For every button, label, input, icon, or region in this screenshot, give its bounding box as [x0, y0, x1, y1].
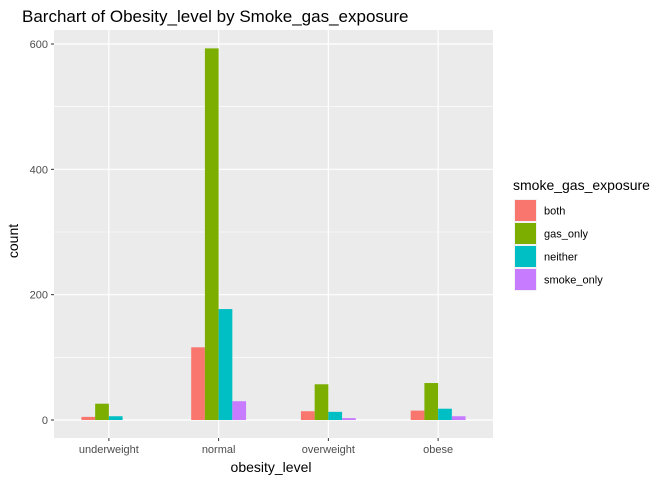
x-tick-label: overweight	[302, 444, 355, 456]
bar-underweight-gas_only	[95, 403, 109, 420]
chart-title: Barchart of Obesity_level by Smoke_gas_e…	[22, 7, 408, 26]
bar-overweight-neither	[328, 411, 343, 420]
legend-swatch-neither	[515, 246, 536, 267]
y-tick-label: 0	[42, 415, 48, 427]
y-tick-label: 400	[30, 164, 48, 176]
legend-label-neither: neither	[544, 252, 578, 264]
x-axis-title: obesity_level	[231, 459, 312, 475]
legend-label-smoke_only: smoke_only	[544, 275, 603, 287]
plot-panel	[54, 30, 493, 438]
plot-area: 0 200 400 600 underweight normal overweight obe…	[30, 30, 493, 456]
y-tick-label: 600	[30, 39, 48, 51]
x-tick-label: normal	[202, 444, 236, 456]
bar-obese-gas_only	[424, 383, 439, 420]
legend-title: smoke_gas_exposure	[513, 177, 650, 193]
legend-swatch-both	[515, 200, 536, 221]
y-tick-label: 200	[30, 290, 48, 302]
bar-obese-neither	[438, 408, 452, 420]
bar-obese-smoke_only	[451, 416, 466, 420]
bar-overweight-both	[300, 411, 315, 420]
bar-overweight-gas_only	[314, 384, 329, 420]
legend-swatch-smoke_only	[515, 269, 536, 290]
y-axis-title: count	[5, 224, 21, 258]
bar-normal-neither	[218, 309, 233, 420]
bar-normal-both	[191, 347, 205, 420]
bar-obese-both	[410, 410, 425, 420]
bar-overweight-smoke_only	[342, 418, 356, 420]
bar-normal-gas_only	[204, 48, 219, 421]
legend-label-gas_only: gas_only	[544, 229, 589, 241]
x-tick-label: underweight	[79, 444, 139, 456]
bar-underweight-both	[81, 416, 96, 420]
x-tick-label: obese	[423, 444, 453, 456]
legend-label-both: both	[544, 206, 565, 218]
legend-swatch-gas_only	[515, 223, 536, 244]
bar-underweight-neither	[108, 416, 123, 420]
bar-normal-smoke_only	[232, 401, 247, 420]
